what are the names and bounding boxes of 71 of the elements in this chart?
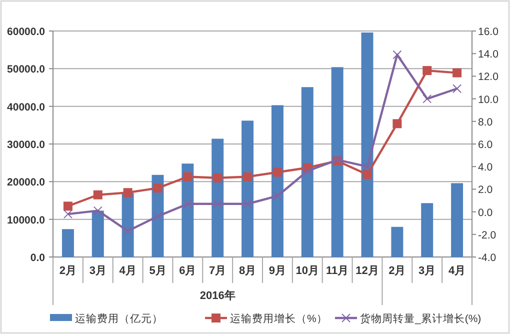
- point: [93, 190, 102, 200]
- bar: [242, 120, 254, 257]
- bar: [92, 210, 104, 257]
- y-tick-label: 40000.0: [7, 101, 46, 114]
- legend-label: 运输费用（亿元）: [75, 312, 163, 325]
- y2-tick-label: 14.0: [478, 48, 499, 61]
- point: [452, 84, 462, 94]
- x-tick-label: 3月: [89, 265, 106, 277]
- x-tick-label: 2月: [388, 265, 406, 277]
- point: [422, 66, 432, 76]
- point: [243, 199, 252, 208]
- point: [362, 170, 372, 180]
- x-tick-label: 2月: [59, 265, 77, 277]
- x-tick-label: 11月: [326, 265, 349, 277]
- y2-tick-label: -4.0: [478, 252, 496, 264]
- point: [392, 50, 402, 60]
- x-tick-label: 5月: [149, 265, 166, 277]
- x-axis-title: 2016年: [200, 289, 236, 302]
- y2-tick-label: -2.0: [478, 229, 496, 242]
- x-tick-label: 12月: [356, 265, 379, 277]
- point: [243, 172, 252, 182]
- bar: [301, 87, 314, 257]
- legend-label: 货物周转量_累计增长(%): [360, 312, 482, 325]
- point: [153, 184, 162, 193]
- point: [213, 199, 222, 208]
- y2-tick-label: 6.0: [478, 139, 493, 151]
- point: [123, 188, 132, 198]
- point: [123, 226, 132, 236]
- bar: [391, 226, 404, 257]
- bar: [451, 183, 464, 257]
- x-tick-label: 4月: [119, 265, 136, 277]
- x-tick-label: 8月: [238, 265, 256, 277]
- x-tick-label: 6月: [179, 265, 196, 277]
- y2-tick-label: 2.0: [478, 184, 493, 196]
- point: [183, 199, 192, 208]
- point: [63, 202, 72, 211]
- y-tick-label: 50000.0: [7, 64, 46, 76]
- x-tick-label: 7月: [209, 265, 226, 277]
- y-tick-label: 10000.0: [7, 214, 46, 226]
- y2-tick-label: 0.0: [478, 206, 493, 219]
- bar: [361, 32, 374, 257]
- y-tick-label: 30000.0: [7, 139, 46, 151]
- y2-tick-label: 8.0: [478, 116, 493, 128]
- x-tick-label: 4月: [448, 265, 466, 277]
- x-tick-label: 3月: [418, 265, 436, 277]
- bar: [62, 229, 74, 257]
- point: [422, 94, 432, 104]
- point: [272, 168, 282, 177]
- point: [392, 119, 402, 128]
- y-tick-label: 20000.0: [7, 176, 46, 189]
- y2-tick-label: 10.0: [478, 94, 499, 106]
- point: [272, 191, 282, 200]
- y2-tick-label: 12.0: [478, 71, 499, 84]
- bar: [421, 203, 434, 257]
- bar: [212, 138, 224, 257]
- y-tick-label: 0.0: [30, 252, 46, 264]
- x-tick-label: 10月: [296, 265, 320, 277]
- point: [302, 166, 312, 176]
- x-tick-label: 9月: [268, 265, 286, 277]
- bar: [331, 67, 344, 257]
- point: [362, 162, 372, 172]
- legend-label: 运输费用增长（%）: [230, 312, 328, 325]
- point: [93, 206, 102, 216]
- point: [63, 210, 72, 219]
- point: [213, 173, 222, 182]
- point: [183, 172, 192, 182]
- y2-tick-label: 16.0: [478, 26, 499, 38]
- y-tick-label: 60000.0: [7, 26, 46, 38]
- y2-tick-label: 4.0: [478, 162, 493, 174]
- point: [452, 68, 462, 78]
- bar: [271, 105, 284, 257]
